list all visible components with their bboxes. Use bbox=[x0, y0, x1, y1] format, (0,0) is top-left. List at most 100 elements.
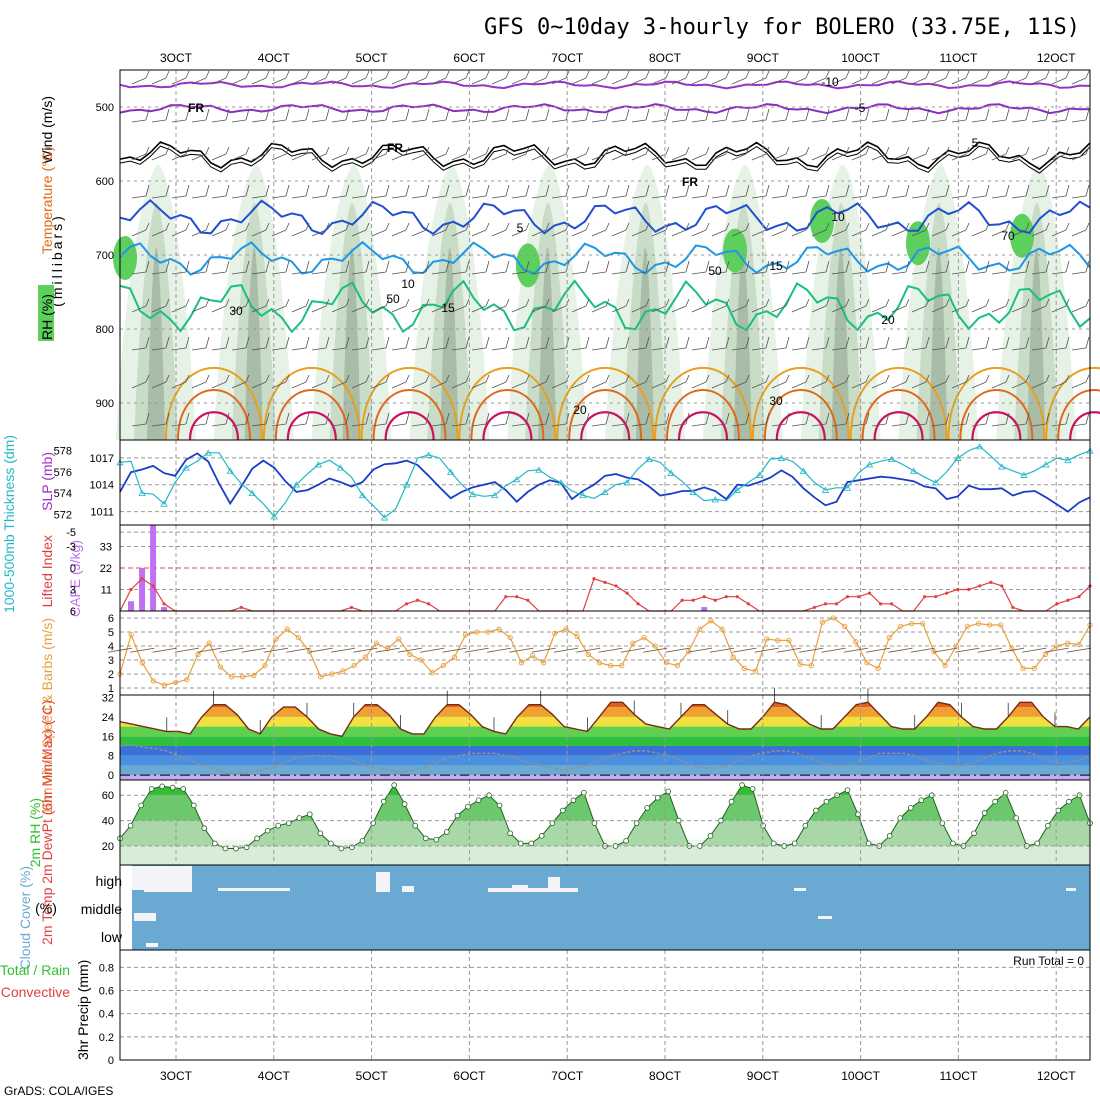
wind-barb bbox=[331, 305, 347, 313]
wind-barb bbox=[211, 305, 227, 313]
wind-barb bbox=[271, 153, 287, 161]
wind-barb-flag bbox=[1065, 108, 1070, 121]
wind-barb bbox=[551, 153, 567, 161]
wind-barb bbox=[191, 305, 207, 313]
isotherm--10 bbox=[119, 80, 1091, 90]
wind-barb bbox=[751, 347, 767, 351]
wind-barb-flag bbox=[945, 108, 950, 121]
wind-barb bbox=[611, 381, 627, 389]
wind-barb bbox=[831, 195, 847, 199]
wind-barb bbox=[171, 195, 187, 199]
wind-barb bbox=[811, 423, 827, 427]
wind-speed-point bbox=[184, 676, 190, 683]
wind-barb bbox=[611, 305, 627, 313]
wind-barb-flag bbox=[525, 260, 530, 273]
lifted-index-point bbox=[592, 577, 596, 581]
rh2m-point bbox=[707, 833, 714, 839]
wind-barb-flag bbox=[985, 146, 990, 155]
wind-barb-flag bbox=[945, 298, 950, 307]
wind-barb bbox=[851, 153, 867, 161]
wind-barb bbox=[311, 381, 327, 389]
lifted-index-point bbox=[614, 584, 618, 588]
wind-barb-flag bbox=[685, 260, 690, 273]
wind-barb bbox=[911, 381, 927, 389]
temp-band bbox=[120, 726, 1090, 737]
wind-barb-flag bbox=[205, 184, 210, 197]
wind-barb-flag bbox=[225, 146, 230, 155]
wind-barb-flag bbox=[485, 374, 490, 383]
wind-barb-flag bbox=[365, 374, 370, 383]
thickness-point bbox=[469, 490, 477, 498]
wind-speed-point bbox=[418, 657, 424, 663]
wind10m-barb bbox=[576, 647, 601, 653]
rh2m-point bbox=[127, 822, 134, 829]
wind-barb-flag bbox=[1085, 260, 1090, 273]
thickness-point bbox=[160, 500, 168, 507]
thickness-point bbox=[733, 486, 741, 493]
wind-barb-flag bbox=[365, 412, 370, 425]
lifted-index-point bbox=[1077, 595, 1081, 599]
wind-barb bbox=[631, 229, 647, 237]
wind-barb bbox=[431, 347, 447, 351]
temp-tick: 8 bbox=[108, 751, 114, 763]
wind-barb bbox=[1071, 347, 1087, 351]
rh2m-point bbox=[148, 786, 155, 792]
wind-barb bbox=[991, 153, 1007, 161]
wind-barb bbox=[691, 305, 707, 313]
wind-barb-flag bbox=[265, 298, 270, 307]
wind-barb bbox=[991, 195, 1007, 199]
wind-barb-flag bbox=[285, 70, 290, 79]
pressure-tick: 700 bbox=[96, 250, 114, 262]
rh2m-point bbox=[981, 810, 988, 816]
wind-barb bbox=[391, 195, 407, 199]
wind-barb bbox=[291, 229, 307, 237]
wind-barb bbox=[231, 347, 247, 351]
warm-isotherm bbox=[947, 367, 1046, 441]
wind-barb-flag bbox=[345, 184, 350, 197]
lifted-index-point bbox=[239, 605, 243, 610]
wind-barb bbox=[991, 347, 1007, 351]
wind-barb bbox=[971, 119, 987, 123]
cloud-unit-label: (%) bbox=[35, 900, 57, 916]
rh2m-point bbox=[317, 830, 324, 837]
warm-isotherm bbox=[177, 389, 251, 441]
wind-barb-flag bbox=[205, 298, 210, 307]
wind-barb-flag bbox=[945, 222, 950, 231]
wind-barb bbox=[271, 271, 287, 275]
wind-barb-flag bbox=[285, 260, 290, 273]
wind-barb bbox=[811, 305, 827, 313]
wind-barb-flag bbox=[605, 336, 610, 349]
wind-barb-flag bbox=[185, 298, 190, 307]
wind-barb bbox=[1071, 229, 1087, 237]
wind-barb-flag bbox=[305, 374, 310, 383]
wind10m-barb bbox=[197, 647, 222, 653]
thickness-point bbox=[1020, 471, 1028, 478]
wind-barb-flag bbox=[1085, 108, 1090, 121]
wind-barb-flag bbox=[1085, 412, 1090, 425]
wind-barb-flag bbox=[365, 336, 370, 349]
rh2m-point bbox=[275, 822, 281, 829]
wind-barb bbox=[811, 153, 827, 161]
warm-isotherm bbox=[360, 367, 459, 441]
wind-barb bbox=[511, 305, 527, 313]
top-date-label: 12OCT bbox=[1037, 51, 1076, 65]
lifted-index-point bbox=[845, 595, 850, 599]
wind-barb-flag bbox=[805, 298, 810, 307]
wind-barb-flag bbox=[625, 108, 630, 121]
wind10m-barb bbox=[910, 647, 935, 653]
wind-barb bbox=[911, 195, 927, 199]
wind-barb bbox=[231, 229, 247, 237]
wind-barb-flag bbox=[805, 260, 810, 273]
wind-barb-flag bbox=[985, 260, 990, 273]
warm-isotherm bbox=[1069, 411, 1100, 441]
wind-barb-flag bbox=[405, 70, 410, 79]
cape-bar bbox=[128, 601, 135, 611]
wind10m-barb bbox=[799, 647, 824, 653]
wind-barb-flag bbox=[825, 298, 830, 307]
wind-barb-flag bbox=[465, 412, 470, 425]
wind-barb-flag bbox=[385, 260, 390, 273]
lifted-index-point bbox=[967, 587, 971, 592]
pressure-axis-label: (millibars) bbox=[49, 213, 65, 307]
wind-barb-flag bbox=[205, 336, 210, 349]
rh-legend-box bbox=[38, 285, 54, 341]
